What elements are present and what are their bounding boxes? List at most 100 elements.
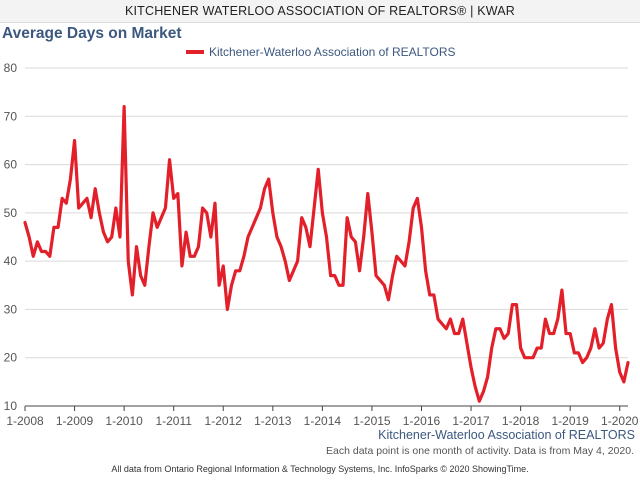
data-point[interactable] <box>601 341 606 346</box>
data-point[interactable] <box>456 331 461 336</box>
chart-legend[interactable]: Kitchener-Waterloo Association of REALTO… <box>186 45 456 59</box>
data-point[interactable] <box>64 201 69 206</box>
data-point[interactable] <box>287 278 292 283</box>
data-point[interactable] <box>101 230 106 235</box>
data-point[interactable] <box>89 215 94 220</box>
data-point[interactable] <box>386 297 391 302</box>
data-point[interactable] <box>609 302 614 307</box>
data-point[interactable] <box>241 254 246 259</box>
data-point[interactable] <box>250 225 255 230</box>
data-point[interactable] <box>217 283 222 288</box>
data-point[interactable] <box>361 235 366 240</box>
data-point[interactable] <box>382 283 387 288</box>
data-point[interactable] <box>109 235 114 240</box>
data-point[interactable] <box>35 239 40 244</box>
data-point[interactable] <box>126 259 131 264</box>
data-point[interactable] <box>155 225 160 230</box>
data-point[interactable] <box>419 225 424 230</box>
data-point[interactable] <box>357 268 362 273</box>
data-point[interactable] <box>27 235 32 240</box>
data-point[interactable] <box>469 365 474 370</box>
data-point[interactable] <box>514 302 519 307</box>
data-point[interactable] <box>113 206 118 211</box>
data-point[interactable] <box>539 346 544 351</box>
data-point[interactable] <box>543 317 548 322</box>
data-point[interactable] <box>229 283 234 288</box>
data-point[interactable] <box>365 191 370 196</box>
data-point[interactable] <box>130 292 135 297</box>
data-point[interactable] <box>134 244 139 249</box>
data-point[interactable] <box>324 235 329 240</box>
data-point[interactable] <box>440 321 445 326</box>
data-point[interactable] <box>378 278 383 283</box>
data-point[interactable] <box>576 350 581 355</box>
data-point[interactable] <box>167 157 172 162</box>
data-point[interactable] <box>105 239 110 244</box>
data-point[interactable] <box>295 259 300 264</box>
data-point[interactable] <box>312 206 317 211</box>
data-point[interactable] <box>481 389 486 394</box>
data-point[interactable] <box>588 346 593 351</box>
data-point[interactable] <box>212 201 217 206</box>
data-point[interactable] <box>200 206 205 211</box>
data-point[interactable] <box>80 201 85 206</box>
data-point[interactable] <box>374 273 379 278</box>
data-point[interactable] <box>584 355 589 360</box>
data-point[interactable] <box>460 317 465 322</box>
data-point[interactable] <box>138 273 143 278</box>
data-point[interactable] <box>279 244 284 249</box>
data-point[interactable] <box>299 215 304 220</box>
data-point[interactable] <box>31 254 36 259</box>
data-point[interactable] <box>84 196 89 201</box>
data-point[interactable] <box>502 336 507 341</box>
data-point[interactable] <box>518 346 523 351</box>
data-point[interactable] <box>303 225 308 230</box>
data-point[interactable] <box>23 220 28 225</box>
data-point[interactable] <box>43 249 48 254</box>
data-point[interactable] <box>175 191 180 196</box>
data-point[interactable] <box>407 239 412 244</box>
data-point[interactable] <box>258 206 263 211</box>
data-point[interactable] <box>444 326 449 331</box>
data-point[interactable] <box>477 399 482 404</box>
data-point[interactable] <box>93 186 98 191</box>
data-point[interactable] <box>551 331 556 336</box>
data-point[interactable] <box>613 346 618 351</box>
data-point[interactable] <box>345 215 350 220</box>
data-point[interactable] <box>341 283 346 288</box>
data-point[interactable] <box>47 254 52 259</box>
data-point[interactable] <box>448 317 453 322</box>
data-point[interactable] <box>266 177 271 182</box>
data-point[interactable] <box>464 341 469 346</box>
data-point[interactable] <box>291 268 296 273</box>
data-point[interactable] <box>225 307 230 312</box>
data-point[interactable] <box>497 326 502 331</box>
data-point[interactable] <box>489 346 494 351</box>
data-point[interactable] <box>270 210 275 215</box>
data-point[interactable] <box>394 254 399 259</box>
data-point[interactable] <box>117 235 122 240</box>
data-point[interactable] <box>390 273 395 278</box>
data-point[interactable] <box>506 331 511 336</box>
data-point[interactable] <box>204 210 209 215</box>
data-point[interactable] <box>68 177 73 182</box>
data-point[interactable] <box>262 186 267 191</box>
data-point[interactable] <box>431 292 436 297</box>
data-point[interactable] <box>196 244 201 249</box>
data-point[interactable] <box>398 259 403 264</box>
data-point[interactable] <box>159 215 164 220</box>
data-point[interactable] <box>320 210 325 215</box>
data-point[interactable] <box>60 196 65 201</box>
data-point[interactable] <box>97 210 102 215</box>
data-point[interactable] <box>221 263 226 268</box>
data-point[interactable] <box>436 317 441 322</box>
data-point[interactable] <box>580 360 585 365</box>
data-point[interactable] <box>307 244 312 249</box>
data-point[interactable] <box>531 355 536 360</box>
data-point[interactable] <box>617 370 622 375</box>
data-point[interactable] <box>163 206 168 211</box>
data-point[interactable] <box>626 360 631 365</box>
data-point[interactable] <box>423 268 428 273</box>
data-point[interactable] <box>485 375 490 380</box>
